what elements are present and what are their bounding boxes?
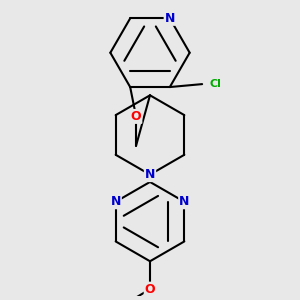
Text: O: O xyxy=(131,110,141,123)
Text: N: N xyxy=(110,195,121,208)
Text: N: N xyxy=(145,168,155,181)
Text: Cl: Cl xyxy=(209,79,221,89)
Text: O: O xyxy=(145,283,155,296)
Text: N: N xyxy=(179,195,190,208)
Text: N: N xyxy=(165,12,175,25)
